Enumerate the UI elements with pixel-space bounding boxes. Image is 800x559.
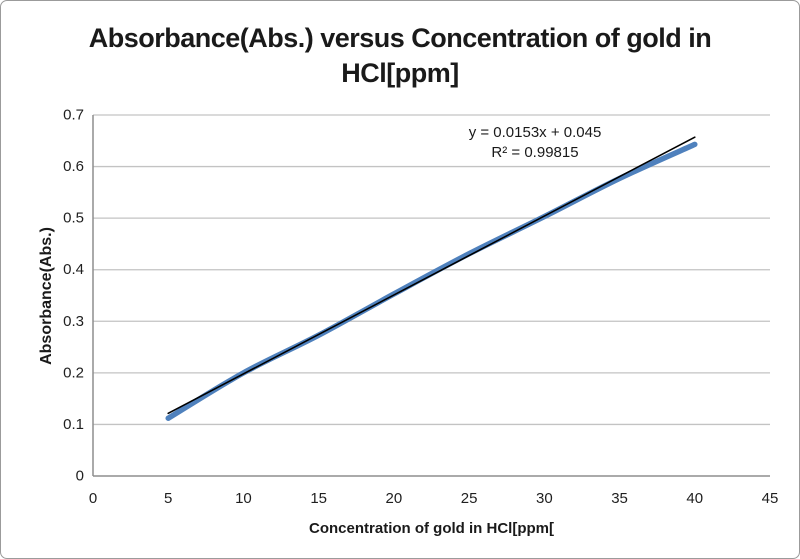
x-tick-label: 45	[762, 490, 779, 507]
y-tick-label: 0.2	[63, 364, 84, 381]
chart-title: Absorbance(Abs.) versus Concentration of…	[88, 23, 712, 88]
y-tick-label: 0.1	[63, 416, 84, 433]
x-tick-label: 30	[536, 490, 553, 507]
x-tick-label: 5	[164, 490, 172, 507]
trendline-equation: y = 0.0153x + 0.045	[468, 124, 602, 141]
y-tick-label: 0.3	[63, 313, 84, 330]
trendline-annotation: y = 0.0153x + 0.045 R² = 0.99815	[385, 123, 685, 163]
data-series-line	[165, 141, 698, 421]
trendline	[167, 136, 696, 415]
y-tick-label: 0.4	[63, 261, 84, 278]
x-tick-label: 35	[611, 490, 628, 507]
y-tick-label: 0.5	[63, 210, 84, 227]
x-tick-label: 20	[386, 490, 403, 507]
y-tick-label: 0.7	[63, 107, 84, 124]
r-squared-value: R² = 0.99815	[491, 144, 579, 161]
x-tick-label: 25	[461, 490, 478, 507]
x-tick-label: 0	[89, 490, 97, 507]
y-tick-label: 0	[76, 468, 84, 485]
x-tick-label: 40	[686, 490, 703, 507]
x-tick-label: 10	[235, 490, 252, 507]
x-axis-title: Concentration of gold in HCl[ppm[	[309, 520, 554, 537]
y-tick-label: 0.6	[63, 158, 84, 175]
x-tick-label: 15	[310, 490, 327, 507]
